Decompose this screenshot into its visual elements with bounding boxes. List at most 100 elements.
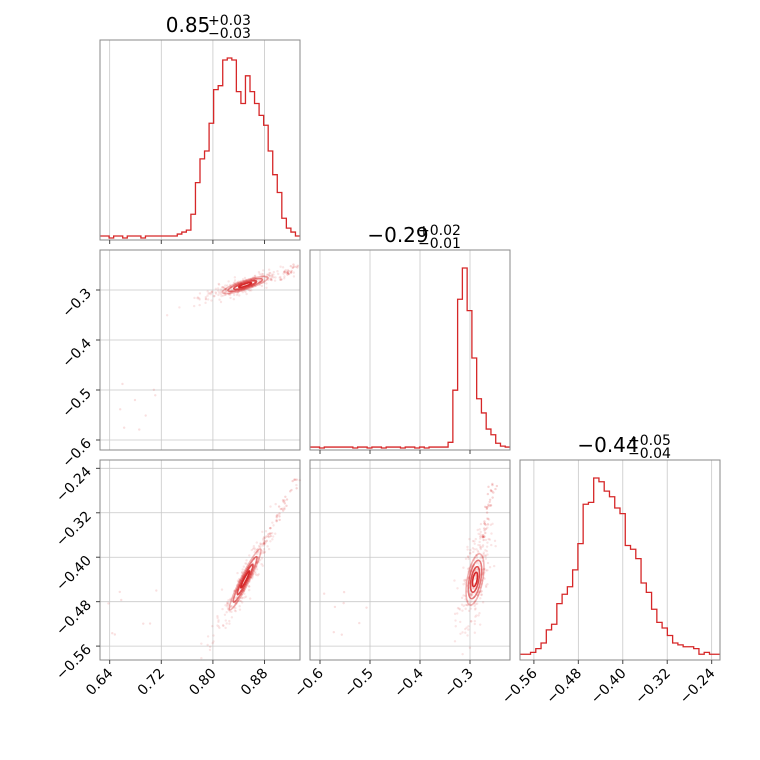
scatter-point: [248, 289, 251, 292]
scatter-point: [278, 518, 281, 522]
scatter-point: [284, 268, 287, 272]
x-tick-label-1-2: −0.4: [391, 665, 426, 700]
scatter-point: [208, 292, 211, 295]
scatter-point: [289, 271, 293, 274]
scatter-point: [247, 288, 250, 291]
scatter-point: [262, 274, 266, 278]
scatter-point: [478, 528, 481, 531]
scatter-point: [481, 534, 484, 537]
scatter-point: [476, 567, 479, 571]
scatter-point: [107, 602, 110, 605]
scatter-point: [258, 558, 262, 562]
scatter-point: [258, 283, 261, 287]
scatter-point: [462, 594, 465, 597]
scatter-point: [479, 537, 482, 540]
scatter-point: [225, 611, 228, 614]
y-tick-label-2-0: −0.56: [53, 642, 95, 684]
scatter-point: [478, 544, 482, 547]
scatter-point: [473, 540, 476, 543]
scatter-point: [473, 587, 476, 590]
scatter-point: [256, 548, 259, 552]
contour-level-0: [465, 553, 485, 606]
scatter-point: [468, 551, 472, 555]
scatter-point: [224, 293, 228, 296]
title-plus-0: +0.03: [208, 13, 251, 29]
scatter-point: [484, 531, 487, 535]
scatter-point: [282, 272, 285, 276]
scatter-point: [464, 578, 467, 582]
scatter-point: [244, 595, 248, 598]
scatter-point: [256, 550, 259, 554]
scatter-point: [247, 584, 251, 588]
scatter-point: [480, 593, 483, 597]
scatter-point: [473, 556, 477, 560]
scatter-point: [269, 540, 272, 543]
scatter-point: [487, 518, 491, 521]
scatter-point: [483, 577, 486, 580]
scatter-point: [218, 298, 221, 301]
scatter-point: [268, 274, 271, 277]
scatter-point: [470, 619, 473, 623]
scatter-point: [207, 292, 210, 295]
scatter-point: [487, 485, 490, 489]
scatter-point: [200, 642, 203, 645]
scatter-point: [255, 552, 259, 556]
scatter-point: [467, 557, 470, 561]
scatter-point: [233, 281, 236, 284]
scatter-point: [118, 590, 121, 594]
scatter-point: [491, 482, 494, 486]
scatter-point: [279, 278, 282, 282]
scatter-point: [262, 542, 265, 545]
scatter-point: [237, 599, 240, 602]
scatter-point: [473, 622, 476, 626]
scatter-point: [485, 549, 489, 553]
scatter-point: [493, 539, 497, 543]
scatter-point: [270, 273, 274, 276]
scatter-point: [265, 282, 268, 285]
scatter-point: [271, 535, 275, 538]
scatter-point: [482, 552, 485, 556]
scatter-point: [238, 605, 241, 608]
scatter-point: [256, 547, 260, 551]
scatter-point: [217, 619, 220, 622]
scatter-point: [152, 388, 156, 391]
panel-background: [100, 40, 300, 240]
scatter-point: [472, 550, 475, 554]
scatter-point: [259, 548, 263, 551]
scatter-point: [224, 290, 228, 293]
x-tick-label-1-1: −0.5: [341, 666, 376, 701]
scatter-point: [221, 624, 225, 627]
scatter-point: [261, 272, 265, 276]
scatter-point: [243, 289, 246, 292]
scatter-point: [279, 265, 282, 268]
scatter-point: [295, 483, 298, 487]
scatter-point: [275, 516, 278, 519]
scatter-point: [257, 550, 261, 553]
scatter-point: [466, 603, 469, 607]
scatter-point: [229, 293, 232, 296]
scatter-point: [253, 274, 257, 278]
scatter-point: [296, 264, 300, 268]
panel-frame: [309, 459, 511, 661]
scatter-point: [288, 490, 292, 493]
scatter-point: [240, 596, 244, 599]
scatter-point: [292, 263, 295, 266]
scatter-point: [148, 622, 152, 625]
scatter-point: [252, 572, 255, 576]
scatter-point: [204, 301, 207, 305]
histogram-series: [100, 57, 300, 239]
scatter-point: [214, 292, 218, 295]
scatter-point: [269, 526, 272, 530]
scatter-point: [222, 294, 225, 297]
scatter-point: [265, 539, 268, 542]
scatter-point: [478, 623, 482, 626]
scatter-point: [480, 582, 484, 585]
scatter-point: [460, 596, 464, 600]
scatter-point: [261, 537, 265, 541]
scatter-point: [238, 608, 242, 611]
scatter-panel-0-1: [99, 249, 301, 451]
scatter-point: [238, 599, 242, 603]
scatter-point: [478, 590, 481, 593]
histogram-panel-2: −0.44+0.05−0.04: [519, 433, 721, 661]
panel-frame: [99, 249, 301, 451]
